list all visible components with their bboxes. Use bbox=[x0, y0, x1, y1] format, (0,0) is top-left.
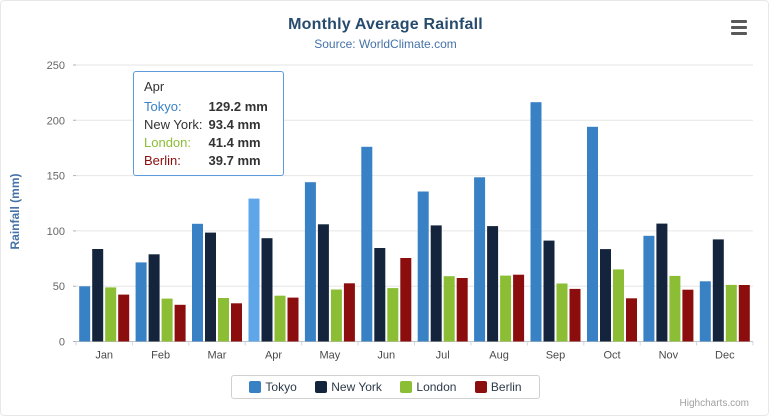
svg-text:May: May bbox=[320, 350, 341, 362]
svg-text:Mar: Mar bbox=[208, 350, 227, 362]
svg-text:250: 250 bbox=[47, 60, 65, 72]
svg-text:200: 200 bbox=[47, 115, 65, 127]
svg-text:Apr: Apr bbox=[265, 350, 282, 362]
svg-text:Nov: Nov bbox=[659, 350, 679, 362]
svg-text:Sep: Sep bbox=[546, 350, 566, 362]
svg-text:Oct: Oct bbox=[603, 350, 620, 362]
svg-text:Rainfall (mm): Rainfall (mm) bbox=[8, 173, 22, 249]
svg-text:Aug: Aug bbox=[489, 350, 509, 362]
svg-text:50: 50 bbox=[53, 281, 65, 293]
svg-text:Dec: Dec bbox=[715, 350, 735, 362]
svg-text:Jul: Jul bbox=[436, 350, 450, 362]
svg-text:Jan: Jan bbox=[95, 350, 113, 362]
svg-text:100: 100 bbox=[47, 226, 65, 238]
svg-text:150: 150 bbox=[47, 171, 65, 183]
svg-text:Feb: Feb bbox=[151, 350, 170, 362]
svg-text:0: 0 bbox=[59, 337, 65, 349]
svg-text:Jun: Jun bbox=[377, 350, 395, 362]
